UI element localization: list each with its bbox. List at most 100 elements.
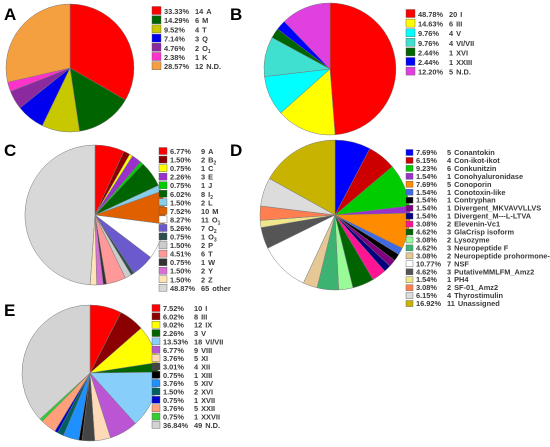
legend-category: XI: [201, 354, 208, 363]
legend-value-b-6: 12.20%: [418, 68, 443, 77]
legend-swatch-a-2: [151, 24, 162, 34]
legend-value-d-7: 1.54%: [416, 204, 437, 213]
legend-value-d-4: 7.69%: [416, 180, 437, 189]
legend-value-d-16: 1.54%: [416, 275, 437, 284]
legend-category: N.D.: [456, 68, 471, 77]
legend-value-c-16: 48.87%: [170, 284, 195, 293]
legend-count: 2: [447, 251, 451, 260]
legend-swatch-a-3: [151, 33, 162, 43]
legend-swatch-a-0: [151, 6, 162, 15]
legend-category: XIV: [201, 379, 213, 388]
legend-label-b-4: 1 XVI: [449, 48, 468, 57]
legend-category: Con-ikot-ikot: [454, 156, 500, 165]
pie-slice-d-19: [269, 139, 336, 216]
legend-category: GlaCrisp isoform: [454, 228, 514, 237]
legend-label-d-12: 3 Neuropeptide F: [447, 243, 509, 252]
legend-label-e-2: 12 IX: [194, 321, 212, 330]
legend-swatch-c-0: [158, 147, 168, 155]
legend-swatch-e-2: [151, 321, 161, 329]
legend-swatch-c-9: [158, 224, 168, 232]
legend-count: 1: [194, 371, 198, 380]
legend-swatch-e-4: [151, 337, 161, 346]
legend-label-c-7: 10 M: [201, 207, 218, 216]
legend-category: P: [208, 241, 213, 250]
legend-category: I: [460, 10, 462, 19]
legend-category: Elevenin-Vc1: [454, 220, 500, 229]
legend-label-c-5: 8 I2: [201, 190, 213, 201]
legend-label-e-11: 1 XVII: [194, 396, 215, 405]
panel-a: A 33.33% 14 A14.29% 6 M9.52% 4 T7.14% 3 Q4.76% 2 O…: [4, 3, 221, 133]
legend-swatch-d-18: [405, 292, 414, 299]
legend-label-d-11: 2 Lysozyme: [447, 235, 490, 244]
legend-value-d-3: 1.54%: [416, 172, 437, 181]
legend-count: 20: [449, 10, 457, 19]
legend-count: 49: [194, 421, 202, 430]
legend-value-d-12: 4.62%: [416, 243, 437, 252]
legend-swatch-e-1: [151, 312, 161, 321]
legend-value-c-1: 1.50%: [170, 156, 191, 165]
legend-count: 6: [447, 164, 451, 173]
legend-b: 48.78% 20 I 14.63% 6 III 9.76% 4 V 9.76% 4 VI/VII 2.…: [405, 9, 474, 77]
legend-category: Contryphan: [454, 196, 496, 205]
legend-category: XVI: [456, 48, 468, 57]
legend-category: O: [208, 224, 214, 233]
legend-category: XXVII: [201, 413, 220, 422]
legend-count: 1: [201, 233, 205, 242]
legend-swatch-c-14: [158, 267, 168, 275]
legend-value-a-5: 2.38%: [164, 53, 185, 62]
legend-value-d-18: 6.15%: [416, 291, 437, 300]
panel-b: B 48.78% 20 I 14.63% 6 III 9.76% 4 V 9.76% 4 VI/VII…: [230, 2, 474, 136]
legend-value-b-3: 9.76%: [418, 39, 439, 48]
legend-swatch-c-6: [158, 198, 168, 207]
legend-label-c-9: 7 O2: [201, 224, 217, 235]
legend-count: 2: [447, 235, 451, 244]
legend-value-e-3: 2.26%: [163, 329, 184, 338]
legend-category: A: [206, 7, 212, 16]
legend-value-e-14: 36.84%: [163, 421, 188, 430]
legend-swatch-b-5: [405, 57, 416, 66]
pie-slice-b-0: [329, 2, 397, 136]
pie-slice-b-6: [283, 2, 331, 70]
panel-c: C 6.77% 9 A1.50% 2 B20.75% 1 C2.26% 3 E0.75% 1 J6.…: [4, 141, 231, 293]
legend-swatch-a-1: [151, 15, 162, 24]
legend-count: 6: [449, 20, 453, 29]
legend-swatch-d-17: [405, 284, 414, 291]
legend-value-a-2: 9.52%: [164, 25, 185, 34]
legend-swatch-c-8: [158, 215, 168, 224]
legend-category: Z: [208, 275, 213, 284]
legend-category: M: [202, 16, 208, 25]
legend-swatch-c-7: [158, 207, 168, 215]
legend-category: Lysozyme: [454, 235, 489, 244]
legend-count: 9: [194, 346, 198, 355]
pie-slice-b-1: [280, 68, 336, 136]
pie-d: [259, 139, 411, 291]
legend-value-e-0: 7.52%: [163, 304, 184, 313]
legend-value-c-7: 7.52%: [170, 207, 191, 216]
legend-value-d-5: 1.54%: [416, 188, 437, 197]
legend-value-c-15: 1.50%: [170, 275, 191, 284]
legend-swatch-c-13: [158, 258, 168, 266]
legend-label-d-17: 2 SF-01_Amz2: [447, 283, 498, 292]
legend-swatch-e-7: [151, 362, 161, 371]
legend-category: NSF: [454, 259, 469, 268]
legend-swatch-a-5: [151, 52, 162, 61]
legend-count: 3: [447, 228, 451, 237]
legend-count: 2: [201, 267, 205, 276]
legend-label-d-2: 6 Conkunitzin: [447, 164, 497, 173]
legend-swatch-e-3: [151, 329, 161, 337]
legend-swatch-d-15: [405, 268, 414, 275]
legend-category: Divergent_MKVAVVLLVS: [454, 204, 541, 213]
legend-category: T: [208, 250, 213, 259]
legend-count: 3: [194, 329, 198, 338]
legend-label-e-5: 9 VIII: [194, 346, 212, 355]
legend-value-b-2: 9.76%: [418, 29, 439, 38]
legend-label-d-8: 1 Divergent_M---L-LTVA: [447, 212, 532, 221]
legend-category: W: [208, 258, 215, 267]
